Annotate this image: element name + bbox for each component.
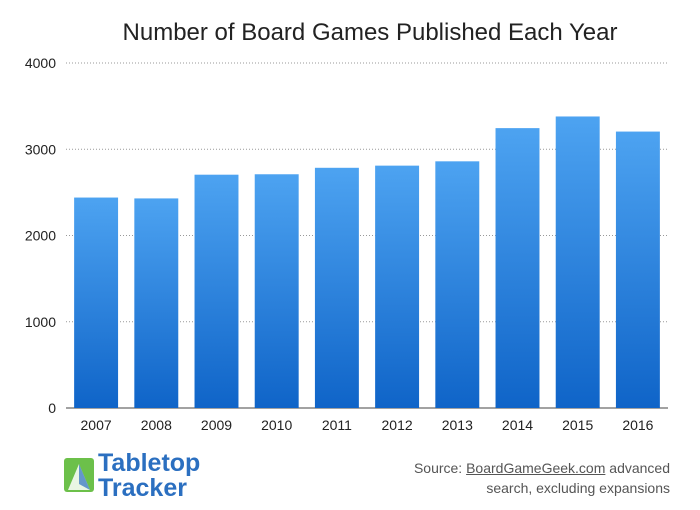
logo-line-1: Tabletop [98,449,201,477]
x-tick-label: 2008 [141,417,172,433]
y-tick-label: 2000 [25,228,56,244]
x-tick-label: 2012 [382,417,413,433]
x-tick-label: 2013 [442,417,473,433]
x-tick-label: 2015 [562,417,593,433]
bar-2010 [254,174,299,408]
bar-2008 [134,198,179,408]
x-tick-label: 2007 [81,417,112,433]
x-tick-label: 2016 [622,417,653,433]
x-tick-label: 2010 [261,417,292,433]
y-tick-label: 1000 [25,314,56,330]
tabletop-tracker-logo-icon [64,458,94,492]
logo-line-2: Tracker [98,474,187,502]
x-tick-label: 2011 [322,417,352,433]
bar-2007 [74,197,119,408]
bar-2013 [435,161,480,408]
y-tick-label: 3000 [25,141,56,157]
logo-wordmark: Tabletop Tracker [98,451,200,501]
bar-2015 [555,116,600,408]
source-prefix: Source: [413,460,467,476]
x-tick-label: 2014 [502,417,533,433]
bar-2011 [314,167,359,408]
bar-2014 [495,128,540,408]
bar-chart: Number of Board Games Published Each Yea… [25,19,668,433]
y-tick-label: 4000 [25,55,56,71]
source-link[interactable]: BoardGameGeek.com [466,460,606,476]
bar-2012 [375,165,420,408]
bar-2009 [194,174,239,408]
source-suffix: advanced search, excluding expansions [486,460,670,496]
source-note: Source: BoardGameGeek.com advanced searc… [370,458,670,498]
y-axis-ticks: 0 1000 2000 3000 4000 [25,55,56,416]
x-tick-label: 2009 [201,417,232,433]
bar-2016 [615,131,660,408]
y-tick-label: 0 [48,400,56,416]
chart-title: Number of Board Games Published Each Yea… [123,19,618,46]
x-axis-ticks: 2007 2008 2009 2010 2011 2012 2013 2014 2015 2016 [81,417,654,433]
bars [74,116,660,408]
